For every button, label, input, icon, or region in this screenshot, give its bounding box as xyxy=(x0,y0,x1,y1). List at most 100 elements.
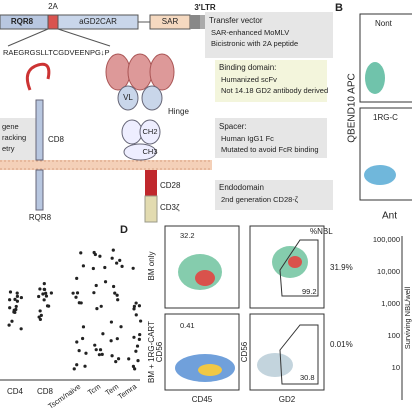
tick-label: 10,000 xyxy=(377,267,400,276)
axis-label: Ant xyxy=(382,211,397,222)
gate xyxy=(279,324,319,385)
ch2 xyxy=(139,119,161,145)
panel-label: D xyxy=(120,224,128,236)
info-box xyxy=(205,12,333,58)
label: 1RG-C xyxy=(373,113,398,122)
dot xyxy=(14,307,18,312)
dot xyxy=(75,363,79,367)
dot xyxy=(136,359,140,363)
cd8-stalk xyxy=(35,169,44,211)
vl xyxy=(141,85,163,111)
box-title: Endodomain xyxy=(219,183,264,192)
category: CD8 xyxy=(37,387,54,396)
dot xyxy=(139,319,143,323)
dot xyxy=(75,291,80,295)
percent: 0.01% xyxy=(330,340,353,349)
axis-label: CD45 xyxy=(192,395,213,404)
axis-label: QBEND10 APC xyxy=(347,73,358,142)
density xyxy=(257,353,293,377)
dot xyxy=(115,337,119,341)
label: SAR xyxy=(162,17,179,26)
axis-label: Surviving NBL/well xyxy=(403,286,412,349)
dot xyxy=(137,337,141,342)
dot xyxy=(15,299,20,303)
dot xyxy=(49,291,53,295)
box-item: Bicistronic with 2A peptide xyxy=(211,39,298,48)
dot xyxy=(72,367,76,371)
gate xyxy=(279,239,319,297)
gate-value: 0.41 xyxy=(180,321,195,330)
dot xyxy=(134,313,138,317)
dot xyxy=(38,309,42,313)
dot xyxy=(132,335,136,339)
density xyxy=(195,270,215,286)
box-item: racking xyxy=(2,133,26,142)
cd8-stalk xyxy=(35,99,44,161)
dot xyxy=(132,307,136,311)
box-item: Mutated to avoid FcR binding xyxy=(221,145,319,154)
dot xyxy=(94,348,98,352)
dot xyxy=(41,292,45,296)
dot xyxy=(15,294,20,298)
axis-label: CD56 xyxy=(155,341,164,362)
category: Tcm xyxy=(86,382,102,397)
flow-frame xyxy=(249,225,325,309)
box-item: gene xyxy=(2,122,19,131)
2a-box xyxy=(47,14,59,30)
label: RQR8 xyxy=(29,213,52,222)
dot xyxy=(131,364,136,368)
dot xyxy=(135,344,140,348)
flow-frame xyxy=(249,313,325,391)
header: %NBL xyxy=(310,227,333,236)
flow-frame xyxy=(164,225,240,309)
dot xyxy=(15,291,19,295)
box-item: Not 14.18 GD2 antibody derived xyxy=(221,86,328,95)
dot xyxy=(113,291,117,295)
dot xyxy=(81,336,85,341)
dot xyxy=(94,283,98,288)
dot xyxy=(103,280,108,284)
dot xyxy=(115,293,119,297)
tick-label: 100,000 xyxy=(373,235,400,244)
membrane xyxy=(0,160,212,170)
dot xyxy=(10,319,14,323)
percent: 31.9% xyxy=(330,263,353,272)
dot xyxy=(8,290,13,294)
info-box xyxy=(215,180,333,210)
label: CH2 xyxy=(142,127,157,136)
label: RQR8 xyxy=(11,17,34,26)
box-item: 2nd generation CD28-ζ xyxy=(221,195,299,204)
dot xyxy=(134,301,138,305)
dot xyxy=(131,266,135,270)
dot xyxy=(84,351,88,355)
box-title: Transfer vector xyxy=(209,16,263,25)
zoom xyxy=(7,28,49,47)
label: Nont xyxy=(375,19,393,28)
tick-label: 1,000 xyxy=(381,299,400,308)
dot xyxy=(127,357,131,361)
dot xyxy=(137,304,142,308)
dot xyxy=(8,298,12,302)
dot xyxy=(93,343,97,347)
dot xyxy=(19,295,23,300)
box-item: Humanized scFv xyxy=(221,75,277,84)
density xyxy=(288,256,302,268)
dot xyxy=(19,327,23,331)
dot xyxy=(44,294,49,298)
info-box xyxy=(215,118,327,158)
car-box xyxy=(57,14,139,30)
density xyxy=(365,62,385,94)
dot xyxy=(7,323,11,327)
cd3z xyxy=(144,195,158,223)
dot xyxy=(44,291,48,295)
gate-value: 99.2 xyxy=(302,287,317,296)
box-item: etry xyxy=(2,144,15,153)
dot xyxy=(118,258,122,262)
dot xyxy=(103,265,107,270)
dot xyxy=(81,325,86,329)
dot xyxy=(42,298,46,302)
dot xyxy=(116,298,120,302)
dot xyxy=(110,256,114,260)
row-label: BM only xyxy=(147,252,156,281)
